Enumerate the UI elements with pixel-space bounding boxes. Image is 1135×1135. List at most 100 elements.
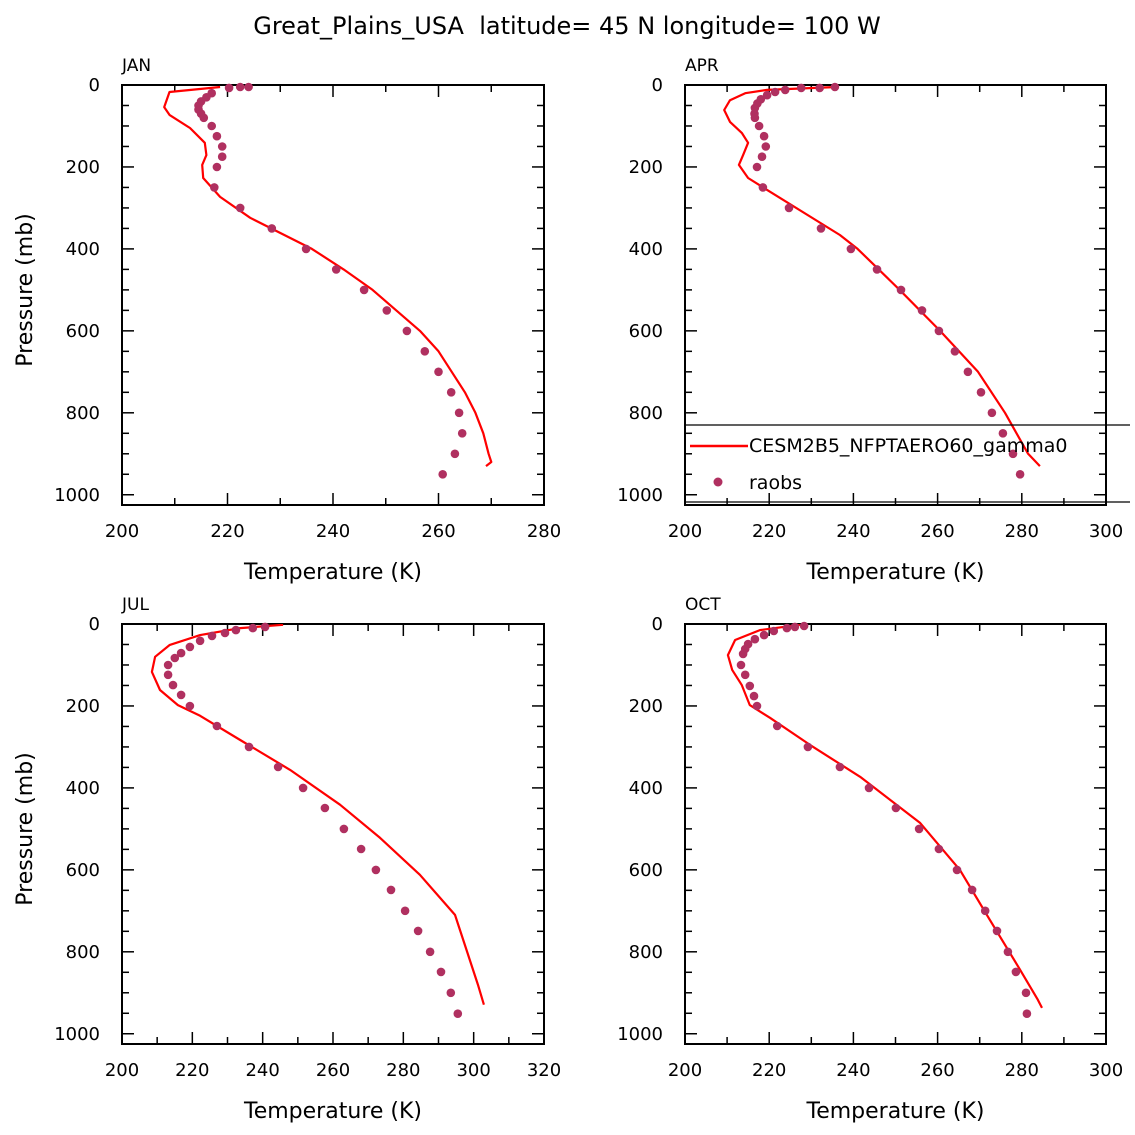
y-tick-label: 200 xyxy=(629,696,663,717)
raobs-point xyxy=(436,967,446,977)
y-tick-label: 400 xyxy=(629,239,663,260)
raobs-point xyxy=(872,265,882,274)
raobs-point xyxy=(382,306,392,315)
raobs-point xyxy=(420,347,430,356)
raobs-point xyxy=(963,367,973,377)
x-tick-label: 220 xyxy=(752,521,786,542)
x-tick-label: 260 xyxy=(920,1060,954,1081)
y-tick-label: 0 xyxy=(652,75,663,96)
x-tick-label: 220 xyxy=(175,1060,209,1081)
y-tick-label: 1000 xyxy=(617,1024,663,1045)
raobs-point xyxy=(815,83,824,93)
x-tick-label: 220 xyxy=(210,521,244,542)
model-line-jul xyxy=(150,624,485,1006)
chart-title: Great_Plains_USA latitude= 45 N longitud… xyxy=(253,12,881,40)
x-axis-label: Temperature (K) xyxy=(243,1099,422,1124)
legend-raobs-marker xyxy=(713,477,723,487)
raobs-point xyxy=(750,113,760,123)
x-axis-label: Temperature (K) xyxy=(806,1099,985,1124)
raobs-point xyxy=(331,265,341,274)
raobs-point xyxy=(212,162,222,172)
raobs-point xyxy=(830,82,840,92)
x-tick-label: 260 xyxy=(920,521,954,542)
y-tick-label: 600 xyxy=(66,860,100,881)
raobs-point xyxy=(967,885,977,895)
raobs-point xyxy=(356,844,366,854)
y-tick-label: 0 xyxy=(89,614,100,635)
model-line-oct xyxy=(726,624,1043,1009)
raobs-point xyxy=(752,162,762,172)
raobs-point xyxy=(176,648,186,658)
panel-jan: 200 220 240 260 280 0 200 400 600 800 1000 JAN Tempe… xyxy=(13,56,561,585)
raobs-point xyxy=(212,721,222,731)
model-line-jan xyxy=(163,85,493,467)
raobs-point xyxy=(301,244,311,254)
raobs-point xyxy=(386,885,396,895)
raobs-point xyxy=(784,203,794,213)
raobs-point xyxy=(248,623,258,633)
raobs-point xyxy=(185,642,195,652)
panel-label: JUL xyxy=(121,595,149,615)
raobs-point xyxy=(195,636,205,646)
y-tick-label: 600 xyxy=(66,321,100,342)
x-tick-label: 320 xyxy=(527,1060,561,1081)
panel-label: JAN xyxy=(121,56,151,76)
plot-frame xyxy=(121,84,545,506)
raobs-point xyxy=(891,803,901,813)
raobs-point xyxy=(163,670,173,680)
x-tick-label: 200 xyxy=(105,1060,139,1081)
raobs-point xyxy=(762,90,772,100)
plot-frame xyxy=(121,623,545,1045)
legend: CESM2B5_NFPTAERO60_gamma0 raobs xyxy=(685,424,1130,503)
raobs-point xyxy=(745,681,755,691)
y-tick-label: 1000 xyxy=(617,485,663,506)
raobs-point xyxy=(1011,967,1021,977)
raobs-point xyxy=(446,388,456,397)
raobs-point xyxy=(207,121,216,131)
x-axis-label: Temperature (K) xyxy=(806,560,985,585)
raobs-point xyxy=(750,634,760,644)
raobs-point xyxy=(425,947,435,957)
raobs-point xyxy=(952,865,962,875)
raobs-point xyxy=(210,183,219,192)
raobs-point xyxy=(769,626,779,636)
raobs-point xyxy=(457,429,467,438)
x-tick-label: 260 xyxy=(421,521,455,542)
raobs-point xyxy=(220,628,230,638)
x-tick-label: 240 xyxy=(836,521,870,542)
raobs-point xyxy=(752,701,762,711)
y-tick-label: 600 xyxy=(629,321,663,342)
legend-model-label: CESM2B5_NFPTAERO60_gamma0 xyxy=(749,435,1067,457)
raobs-point xyxy=(244,742,254,752)
x-tick-label: 300 xyxy=(1089,521,1123,542)
x-tick-label: 280 xyxy=(1005,521,1039,542)
x-tick-label: 300 xyxy=(456,1060,490,1081)
y-tick-label: 1000 xyxy=(54,485,100,506)
raobs-point xyxy=(799,621,809,631)
panel-jul: 200 220 240 260 280 300 320 0 200 400 600 800 1000 JU… xyxy=(13,595,561,1124)
raobs-point xyxy=(780,85,790,95)
legend-raobs-label: raobs xyxy=(749,472,802,494)
x-tick-label: 200 xyxy=(105,521,139,542)
raobs-point xyxy=(914,824,924,834)
y-tick-label: 400 xyxy=(66,239,100,260)
y-tick-label: 800 xyxy=(66,942,100,963)
raobs-point xyxy=(359,285,369,295)
raobs-point xyxy=(759,630,769,640)
y-tick-label: 200 xyxy=(66,157,100,178)
raobs-point xyxy=(185,701,195,711)
raobs-point xyxy=(754,121,764,131)
panel-apr: 200 220 240 260 280 300 0 200 400 600 800 1000 APR Te… xyxy=(617,56,1123,585)
x-tick-label: 260 xyxy=(316,1060,350,1081)
raobs-point xyxy=(1021,988,1031,998)
raobs-point xyxy=(816,224,826,233)
x-tick-label: 200 xyxy=(668,521,702,542)
raobs-point xyxy=(796,83,806,93)
raobs-point xyxy=(400,906,410,916)
raobs-point xyxy=(402,326,412,336)
raobs-point xyxy=(987,408,997,418)
raobs-point xyxy=(770,87,780,97)
raobs-point xyxy=(736,660,746,670)
x-tick-label: 300 xyxy=(1089,1060,1123,1081)
x-tick-label: 220 xyxy=(752,1060,786,1081)
